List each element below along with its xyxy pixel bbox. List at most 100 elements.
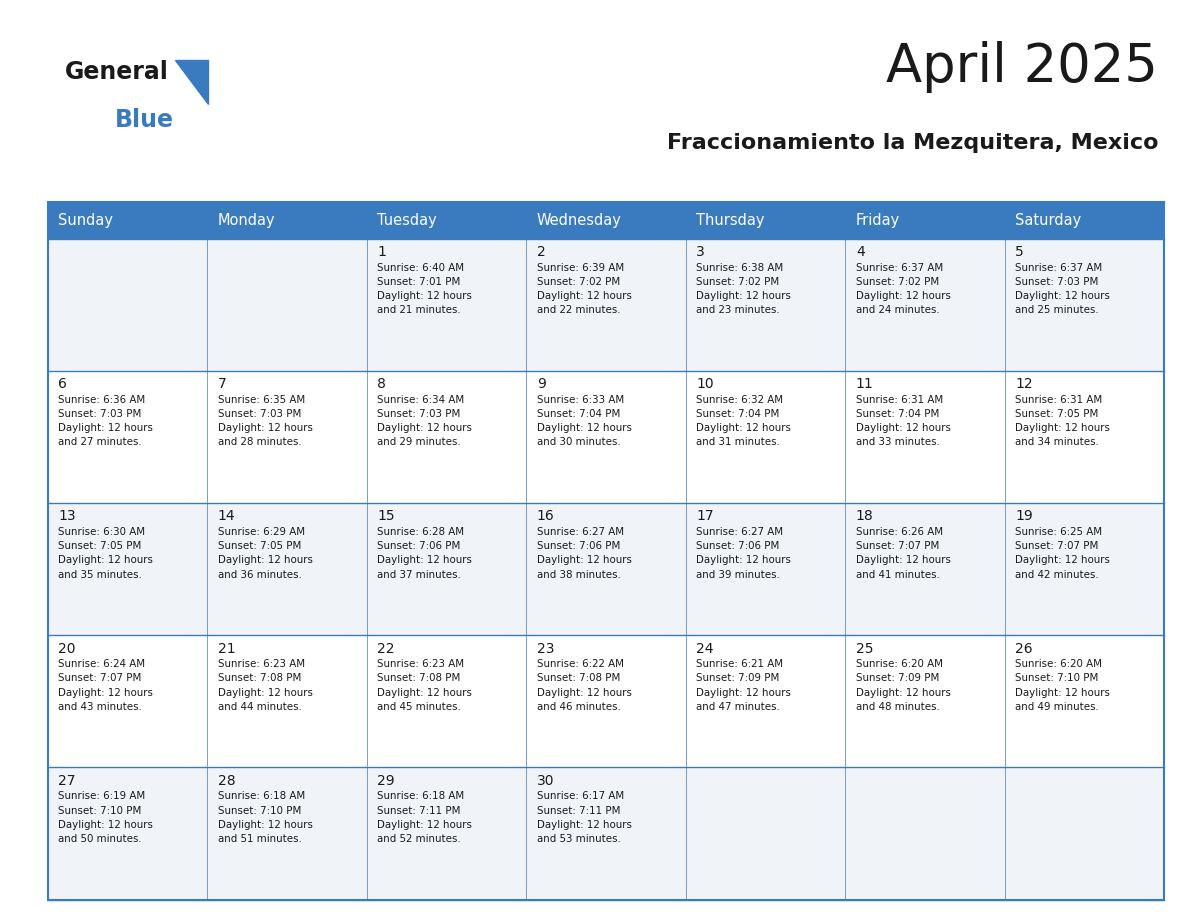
Text: Daylight: 12 hours: Daylight: 12 hours: [378, 423, 472, 433]
Bar: [207, 635, 367, 767]
Bar: [48, 767, 207, 900]
Text: Daylight: 12 hours: Daylight: 12 hours: [378, 291, 472, 301]
Text: Blue: Blue: [115, 108, 175, 132]
Text: and 34 minutes.: and 34 minutes.: [1016, 437, 1099, 447]
Text: Sunrise: 6:25 AM: Sunrise: 6:25 AM: [1016, 527, 1102, 537]
Text: 24: 24: [696, 642, 714, 655]
Bar: [1005, 503, 1164, 635]
Bar: [48, 239, 207, 371]
Bar: [685, 239, 845, 371]
Text: Sunrise: 6:21 AM: Sunrise: 6:21 AM: [696, 659, 783, 669]
Bar: [526, 239, 685, 371]
Text: 1: 1: [378, 245, 386, 259]
Text: Daylight: 12 hours: Daylight: 12 hours: [855, 291, 950, 301]
Text: Sunset: 7:06 PM: Sunset: 7:06 PM: [537, 541, 620, 551]
Text: and 53 minutes.: and 53 minutes.: [537, 834, 620, 844]
Text: Sunrise: 6:27 AM: Sunrise: 6:27 AM: [696, 527, 783, 537]
Text: 11: 11: [855, 377, 873, 391]
Bar: [367, 767, 526, 900]
Text: and 27 minutes.: and 27 minutes.: [58, 437, 141, 447]
Text: and 21 minutes.: and 21 minutes.: [378, 305, 461, 315]
Text: Sunrise: 6:27 AM: Sunrise: 6:27 AM: [537, 527, 624, 537]
Bar: [48, 202, 207, 239]
Text: Sunrise: 6:33 AM: Sunrise: 6:33 AM: [537, 395, 624, 405]
Text: Daylight: 12 hours: Daylight: 12 hours: [1016, 291, 1111, 301]
Bar: [207, 202, 367, 239]
Text: Sunrise: 6:18 AM: Sunrise: 6:18 AM: [217, 791, 305, 801]
Bar: [685, 767, 845, 900]
Text: Daylight: 12 hours: Daylight: 12 hours: [217, 688, 312, 698]
Text: Sunrise: 6:35 AM: Sunrise: 6:35 AM: [217, 395, 305, 405]
Text: Sunrise: 6:39 AM: Sunrise: 6:39 AM: [537, 263, 624, 273]
Text: 17: 17: [696, 509, 714, 523]
Text: 26: 26: [1016, 642, 1034, 655]
Bar: [845, 635, 1005, 767]
Text: and 51 minutes.: and 51 minutes.: [217, 834, 302, 844]
Text: and 52 minutes.: and 52 minutes.: [378, 834, 461, 844]
Text: Sunrise: 6:31 AM: Sunrise: 6:31 AM: [855, 395, 943, 405]
Text: and 30 minutes.: and 30 minutes.: [537, 437, 620, 447]
Bar: [685, 635, 845, 767]
Text: 23: 23: [537, 642, 555, 655]
Text: Monday: Monday: [217, 213, 276, 228]
Text: Daylight: 12 hours: Daylight: 12 hours: [378, 820, 472, 830]
Text: Sunset: 7:03 PM: Sunset: 7:03 PM: [58, 409, 141, 419]
Text: Sunrise: 6:26 AM: Sunrise: 6:26 AM: [855, 527, 943, 537]
Text: Sunset: 7:08 PM: Sunset: 7:08 PM: [217, 673, 301, 683]
Bar: [207, 503, 367, 635]
Text: and 36 minutes.: and 36 minutes.: [217, 569, 302, 579]
Text: Sunrise: 6:17 AM: Sunrise: 6:17 AM: [537, 791, 624, 801]
Text: Sunrise: 6:37 AM: Sunrise: 6:37 AM: [855, 263, 943, 273]
Text: Sunset: 7:03 PM: Sunset: 7:03 PM: [1016, 277, 1099, 286]
Text: 8: 8: [378, 377, 386, 391]
Text: Sunset: 7:08 PM: Sunset: 7:08 PM: [378, 673, 461, 683]
Text: and 38 minutes.: and 38 minutes.: [537, 569, 620, 579]
Text: 22: 22: [378, 642, 394, 655]
Text: and 31 minutes.: and 31 minutes.: [696, 437, 781, 447]
Text: Sunrise: 6:22 AM: Sunrise: 6:22 AM: [537, 659, 624, 669]
Text: and 45 minutes.: and 45 minutes.: [378, 701, 461, 711]
Bar: [367, 202, 526, 239]
Text: Sunset: 7:05 PM: Sunset: 7:05 PM: [58, 541, 141, 551]
Text: Daylight: 12 hours: Daylight: 12 hours: [1016, 688, 1111, 698]
Bar: [685, 371, 845, 503]
Text: Sunset: 7:04 PM: Sunset: 7:04 PM: [855, 409, 940, 419]
Text: Sunset: 7:07 PM: Sunset: 7:07 PM: [1016, 541, 1099, 551]
Text: Saturday: Saturday: [1016, 213, 1081, 228]
Text: and 44 minutes.: and 44 minutes.: [217, 701, 302, 711]
Text: and 48 minutes.: and 48 minutes.: [855, 701, 940, 711]
Text: 4: 4: [855, 245, 865, 259]
Text: Sunrise: 6:18 AM: Sunrise: 6:18 AM: [378, 791, 465, 801]
Text: Sunset: 7:06 PM: Sunset: 7:06 PM: [696, 541, 779, 551]
Text: Sunrise: 6:32 AM: Sunrise: 6:32 AM: [696, 395, 783, 405]
Text: 5: 5: [1016, 245, 1024, 259]
Text: Daylight: 12 hours: Daylight: 12 hours: [58, 555, 153, 565]
Text: Daylight: 12 hours: Daylight: 12 hours: [378, 688, 472, 698]
Text: 20: 20: [58, 642, 76, 655]
Bar: [526, 202, 685, 239]
Text: Sunset: 7:07 PM: Sunset: 7:07 PM: [58, 673, 141, 683]
Bar: [845, 202, 1005, 239]
Text: Daylight: 12 hours: Daylight: 12 hours: [855, 555, 950, 565]
Text: Sunset: 7:02 PM: Sunset: 7:02 PM: [696, 277, 779, 286]
Text: and 47 minutes.: and 47 minutes.: [696, 701, 781, 711]
Text: Sunset: 7:06 PM: Sunset: 7:06 PM: [378, 541, 461, 551]
Text: Sunset: 7:02 PM: Sunset: 7:02 PM: [537, 277, 620, 286]
Text: Daylight: 12 hours: Daylight: 12 hours: [696, 688, 791, 698]
Text: Daylight: 12 hours: Daylight: 12 hours: [696, 555, 791, 565]
Text: 15: 15: [378, 509, 394, 523]
Text: and 33 minutes.: and 33 minutes.: [855, 437, 940, 447]
Text: Sunset: 7:05 PM: Sunset: 7:05 PM: [1016, 409, 1099, 419]
Text: Daylight: 12 hours: Daylight: 12 hours: [696, 423, 791, 433]
Text: 9: 9: [537, 377, 545, 391]
Text: Sunrise: 6:24 AM: Sunrise: 6:24 AM: [58, 659, 145, 669]
Text: Daylight: 12 hours: Daylight: 12 hours: [855, 423, 950, 433]
Bar: [1005, 239, 1164, 371]
Text: Sunset: 7:08 PM: Sunset: 7:08 PM: [537, 673, 620, 683]
Text: 16: 16: [537, 509, 555, 523]
Text: and 28 minutes.: and 28 minutes.: [217, 437, 302, 447]
Text: and 37 minutes.: and 37 minutes.: [378, 569, 461, 579]
Text: Daylight: 12 hours: Daylight: 12 hours: [217, 423, 312, 433]
Text: and 46 minutes.: and 46 minutes.: [537, 701, 620, 711]
Text: 2: 2: [537, 245, 545, 259]
